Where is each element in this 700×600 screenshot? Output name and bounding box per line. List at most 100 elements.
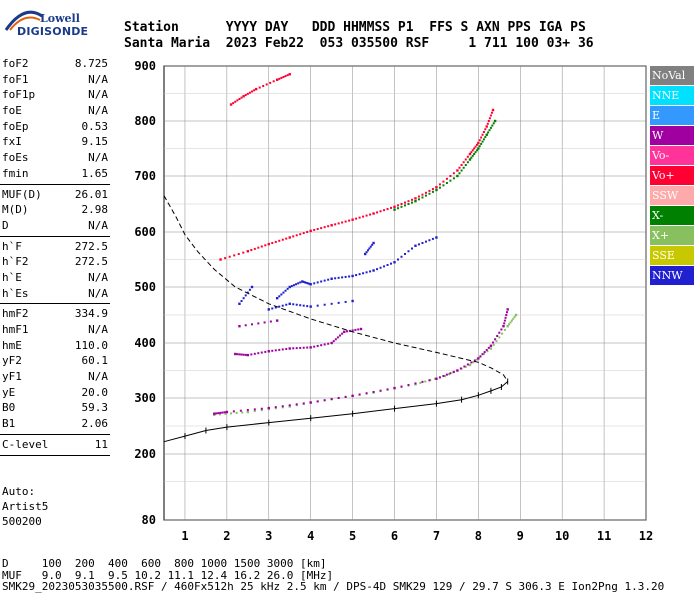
- data-point-nnw: [348, 275, 351, 278]
- data-point-voplus: [244, 94, 247, 97]
- param-value: 26.01: [74, 187, 108, 201]
- data-point-voplus: [238, 98, 241, 100]
- data-point-xplus: [468, 363, 472, 367]
- data-point-nnw: [274, 306, 277, 309]
- data-point-w: [489, 344, 493, 347]
- data-point-xminus: [410, 201, 413, 204]
- data-point-w: [246, 353, 250, 357]
- data-point-voplus: [295, 234, 298, 237]
- data-point-xminus: [468, 158, 472, 161]
- logo-line2: DIGISONDE: [17, 25, 89, 38]
- param-row: MUF(D) 26.01: [0, 187, 110, 203]
- data-point-xminus: [428, 192, 431, 195]
- data-point-w: [274, 406, 277, 409]
- data-point-nnw: [344, 300, 347, 303]
- data-point-voplus: [390, 206, 393, 209]
- param-key: hmE: [2, 338, 22, 352]
- data-point-w: [288, 347, 291, 350]
- y-tick-label: 600: [134, 225, 156, 239]
- data-point-nnw: [366, 249, 369, 252]
- param-row: B1 2.06: [0, 416, 110, 432]
- data-point-xplus: [482, 353, 485, 355]
- param-row: yF1 N/A: [0, 369, 110, 385]
- data-point-xminus: [481, 140, 484, 143]
- param-key: h`F: [2, 239, 22, 253]
- data-point-voplus: [462, 161, 465, 164]
- param-key: foEs: [2, 151, 29, 165]
- data-point-nnw: [278, 305, 281, 308]
- param-key: h`Es: [2, 286, 29, 300]
- param-value: N/A: [88, 270, 108, 284]
- data-point-w: [302, 402, 305, 405]
- data-point-voplus: [327, 225, 330, 228]
- param-row: fmin 1.65: [0, 166, 110, 182]
- data-point-xplus: [510, 319, 513, 322]
- data-point-voplus: [258, 86, 261, 89]
- data-point-xminus: [449, 179, 452, 182]
- data-point-voplus: [464, 158, 467, 161]
- param-key: fxI: [2, 135, 22, 149]
- data-point-w: [253, 352, 256, 355]
- data-point-voplus: [233, 254, 236, 257]
- data-point-xminus: [487, 131, 490, 134]
- data-point-nnw: [316, 281, 319, 284]
- data-point-voplus: [240, 96, 243, 99]
- data-point-nnw: [365, 251, 368, 254]
- auto-program: Artist5: [2, 500, 49, 513]
- data-point-w: [244, 353, 247, 356]
- data-point-nnw: [301, 280, 304, 283]
- data-point-voplus: [337, 222, 340, 225]
- data-point-voplus: [292, 235, 295, 238]
- plasma-scale-profile: [163, 195, 509, 382]
- data-point-xminus: [473, 153, 476, 155]
- data-point-w: [365, 392, 368, 395]
- ionogram-parameters: foF2 8.725 foF1 N/A foF1p N/A foE N/A foEp 0.53 fx…: [0, 56, 110, 458]
- param-value: 2.06: [81, 417, 109, 431]
- data-point-voplus: [460, 164, 463, 166]
- data-point-voplus: [282, 76, 285, 78]
- legend-item-e: E: [650, 106, 694, 125]
- legend-item-sse: SSE: [650, 246, 694, 265]
- data-point-w: [221, 411, 224, 414]
- data-point-w: [336, 336, 339, 339]
- data-point-w: [238, 353, 241, 356]
- data-point-nnw: [244, 294, 247, 297]
- data-point-nnw: [295, 303, 298, 306]
- data-point-voplus: [284, 75, 287, 78]
- x-tick-label: 4: [307, 529, 314, 543]
- data-point-voplus: [428, 189, 431, 192]
- data-point-nnw: [363, 252, 367, 256]
- param-key: foF1: [2, 72, 29, 86]
- data-point-voplus: [251, 90, 254, 93]
- param-key: MUF(D): [2, 187, 42, 201]
- data-point-nnw: [302, 304, 305, 307]
- data-point-xplus: [503, 328, 506, 331]
- param-value: N/A: [88, 72, 108, 86]
- data-point-nnw: [308, 282, 311, 285]
- data-point-xminus: [464, 164, 467, 166]
- data-point-voplus: [485, 125, 488, 128]
- data-point-nnw: [368, 247, 371, 250]
- data-point-w: [498, 331, 501, 334]
- data-point-nnw: [404, 253, 406, 255]
- data-point-nnw: [316, 304, 319, 307]
- param-separator: [0, 433, 110, 435]
- data-point-nnw: [280, 293, 283, 296]
- data-point-xminus: [462, 166, 465, 169]
- data-point-nnw: [275, 297, 279, 300]
- data-point-w: [445, 373, 448, 376]
- data-point-voplus: [386, 208, 389, 211]
- data-point-voplus: [400, 203, 403, 205]
- data-point-nnw: [304, 281, 307, 284]
- data-point-w: [260, 351, 263, 354]
- data-point-w: [271, 349, 274, 352]
- data-point-voplus: [269, 81, 272, 84]
- param-value: N/A: [88, 104, 108, 118]
- data-point-xplus: [501, 332, 504, 335]
- param-value: N/A: [88, 151, 108, 165]
- data-point-voplus: [234, 100, 237, 103]
- data-point-voplus: [265, 83, 268, 86]
- data-point-w: [236, 353, 239, 356]
- data-point-voplus: [491, 108, 495, 112]
- data-point-xminus: [414, 200, 417, 203]
